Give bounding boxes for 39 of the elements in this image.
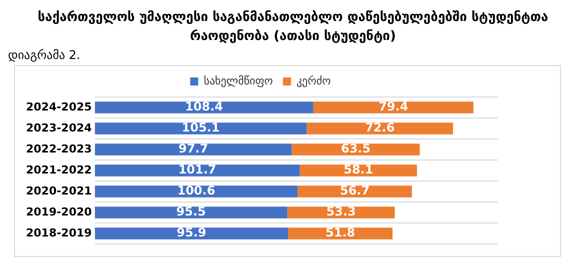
data-label: 97.7	[178, 142, 208, 156]
data-label: 58.1	[344, 162, 374, 177]
y-tick-label: 2024-2025	[26, 100, 92, 114]
data-label: 101.7	[178, 162, 216, 177]
data-label: 95.9	[176, 226, 206, 240]
bar	[298, 186, 412, 198]
data-label: 108.4	[185, 100, 224, 114]
bar	[94, 164, 300, 176]
data-label: 79.4	[378, 100, 408, 114]
bar	[94, 144, 292, 156]
data-label: 53.3	[326, 204, 356, 219]
bar	[94, 206, 288, 218]
bar	[287, 206, 395, 218]
y-tick-label: 2022-2023	[26, 142, 92, 156]
data-label: 95.5	[176, 204, 206, 219]
data-label: 51.8	[326, 226, 356, 240]
data-label: 56.7	[340, 184, 370, 198]
y-tick-label: 2020-2021	[26, 184, 92, 198]
bar	[292, 144, 420, 156]
bar	[94, 102, 314, 114]
data-label: 105.1	[182, 120, 220, 135]
bar	[94, 186, 298, 198]
bar	[313, 102, 474, 114]
data-label: 100.6	[177, 184, 216, 198]
bar	[306, 122, 454, 134]
bar	[300, 164, 417, 176]
y-tick-label: 2023-2024	[26, 121, 92, 134]
bar	[288, 228, 393, 240]
text: დიაგრამა 2.	[8, 47, 82, 63]
legend-label: სახელმწიფო	[204, 74, 274, 88]
data-label: 63.5	[340, 142, 371, 156]
chart-title: საქართველოს უმაღლესი საგანმანათლებლო დაწესებულებებში სტუდენტთა რაოდენობა (ათასი სტუდენტი)	[36, 9, 550, 46]
data-label: 72.6	[365, 120, 395, 135]
bar	[94, 122, 307, 134]
y-tick-label: 2019-2020	[26, 205, 92, 218]
y-tick-label: 2021-2022	[26, 163, 92, 176]
bar	[94, 228, 288, 240]
y-tick-label: 2018-2019	[26, 226, 92, 240]
legend-label: კერძო	[296, 74, 332, 88]
